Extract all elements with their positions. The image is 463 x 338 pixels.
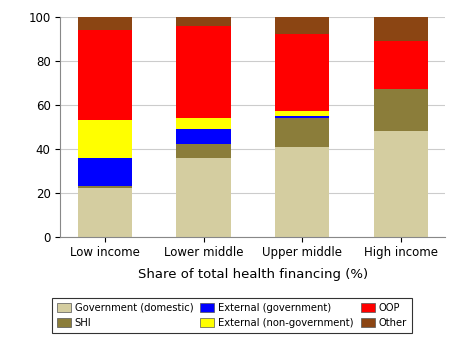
Bar (275, 34, 329, 112)
Bar (373, 131, 427, 237)
Bar (176, 118, 230, 129)
Bar (275, 111, 329, 116)
Bar (78, 120, 132, 158)
Bar (78, 17, 132, 30)
Bar (275, 118, 329, 147)
Bar (373, 17, 427, 41)
Bar (176, 26, 230, 118)
Bar (78, 186, 132, 188)
Bar (373, 90, 427, 131)
Bar (78, 30, 132, 120)
Bar (275, 147, 329, 237)
X-axis label: Share of total health financing (%): Share of total health financing (%) (138, 268, 367, 281)
Bar (373, 41, 427, 90)
Legend: Government (domestic), SHI, External (government), External (non-government), OO: Government (domestic), SHI, External (go… (52, 298, 411, 333)
Bar (275, 17, 329, 34)
Bar (275, 116, 329, 118)
Bar (176, 158, 230, 237)
Bar (176, 129, 230, 144)
Bar (78, 188, 132, 237)
Bar (176, 17, 230, 26)
Bar (78, 158, 132, 186)
Bar (176, 144, 230, 158)
